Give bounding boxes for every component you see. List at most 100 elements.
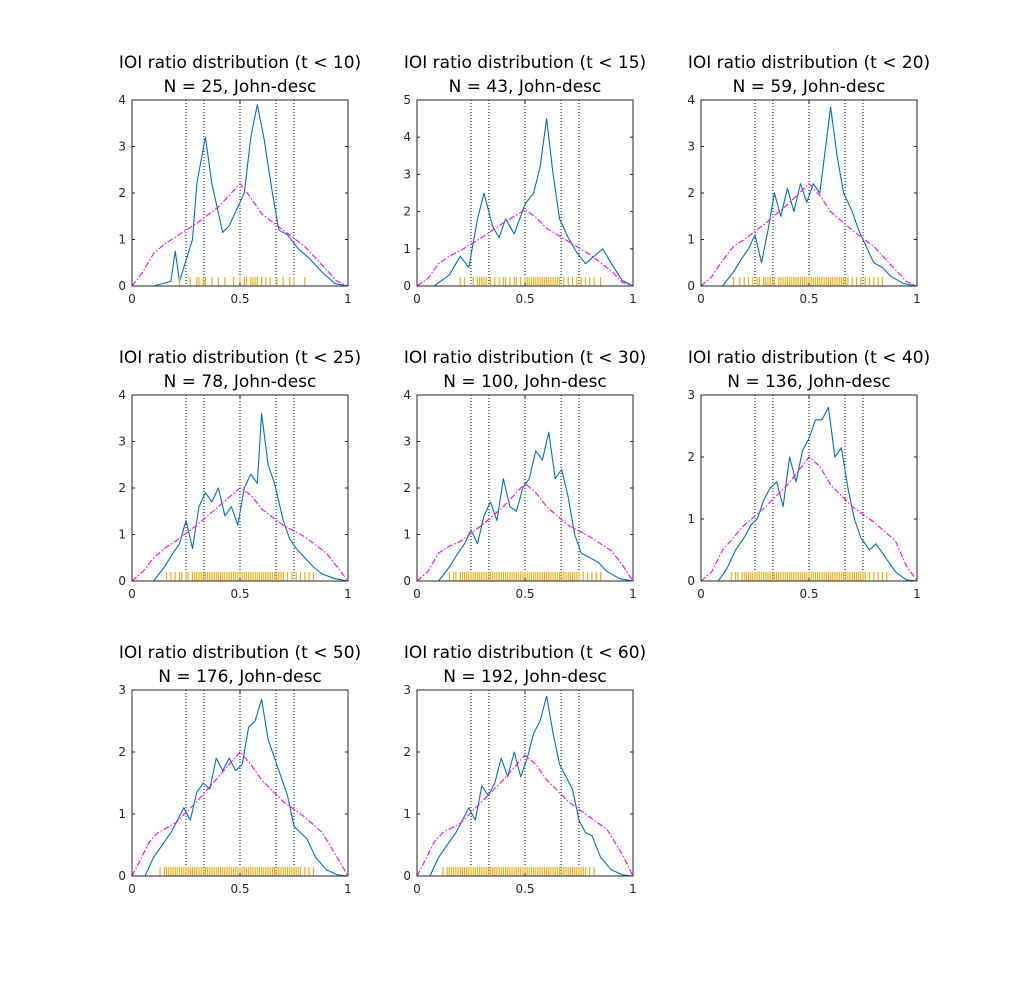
x-tick-label: 1 <box>344 587 352 601</box>
chart-title: IOI ratio distribution (t < 40) <box>688 348 930 368</box>
y-tick-label: 1 <box>403 528 411 542</box>
chart-title: IOI ratio distribution (t < 15) <box>404 53 646 73</box>
x-tick-label: 1 <box>629 292 637 306</box>
series-line-dashdot <box>700 456 918 582</box>
y-tick-label: 0 <box>118 574 126 588</box>
x-tick-label: 1 <box>344 882 352 896</box>
series-line-solid <box>132 413 349 582</box>
y-tick-label: 3 <box>118 683 126 697</box>
y-tick-label: 2 <box>687 186 695 200</box>
chart-subtitle: N = 59, John-desc <box>733 77 886 97</box>
chart-title: IOI ratio distribution (t < 60) <box>404 643 646 663</box>
y-tick-label: 5 <box>403 93 411 107</box>
series-line-dashdot <box>416 482 634 582</box>
y-tick-label: 1 <box>118 807 126 821</box>
y-tick-label: 0 <box>118 869 126 883</box>
x-tick-label: 0.5 <box>799 292 818 306</box>
x-tick-label: 0.5 <box>230 882 249 896</box>
y-tick-label: 3 <box>687 388 695 402</box>
y-tick-label: 2 <box>403 481 411 495</box>
chart-subtitle: N = 136, John-desc <box>727 372 891 392</box>
y-tick-label: 3 <box>403 683 411 697</box>
series-line-solid <box>701 106 918 287</box>
x-tick-label: 1 <box>629 882 637 896</box>
y-tick-label: 0 <box>403 869 411 883</box>
series-line-dashdot <box>700 183 918 287</box>
y-tick-label: 0 <box>403 574 411 588</box>
y-tick-label: 1 <box>118 528 126 542</box>
y-tick-label: 1 <box>687 233 695 247</box>
x-tick-label: 0 <box>697 292 705 306</box>
y-tick-label: 2 <box>403 205 411 219</box>
chart-title: IOI ratio distribution (t < 25) <box>119 348 361 368</box>
y-tick-label: 1 <box>687 512 695 526</box>
x-tick-label: 0 <box>413 587 421 601</box>
y-tick-label: 0 <box>687 279 695 293</box>
y-tick-label: 3 <box>687 140 695 154</box>
x-tick-label: 1 <box>913 587 921 601</box>
x-tick-label: 1 <box>344 292 352 306</box>
subplot-4: IOI ratio distribution (t < 25) N = 78, J… <box>118 348 361 601</box>
chart-title: IOI ratio distribution (t < 50) <box>119 643 361 663</box>
y-tick-label: 4 <box>403 388 411 402</box>
y-tick-label: 4 <box>687 93 695 107</box>
y-tick-label: 2 <box>403 745 411 759</box>
y-tick-label: 4 <box>118 93 126 107</box>
y-tick-label: 4 <box>403 130 411 144</box>
y-tick-label: 1 <box>403 807 411 821</box>
subplot-8: IOI ratio distribution (t < 60) N = 192, … <box>403 643 646 896</box>
series-line-solid <box>417 118 634 287</box>
y-tick-label: 2 <box>118 745 126 759</box>
x-tick-label: 0 <box>697 587 705 601</box>
x-tick-label: 0.5 <box>515 587 534 601</box>
chart-subtitle: N = 100, John-desc <box>443 372 607 392</box>
chart-subtitle: N = 192, John-desc <box>443 667 607 687</box>
chart-title: IOI ratio distribution (t < 20) <box>688 53 930 73</box>
x-tick-label: 1 <box>913 292 921 306</box>
x-tick-label: 0 <box>413 292 421 306</box>
y-tick-label: 0 <box>118 279 126 293</box>
series-line-dashdot <box>416 209 634 287</box>
chart-subtitle: N = 43, John-desc <box>449 77 602 97</box>
series-line-solid <box>132 104 349 287</box>
subplot-7: IOI ratio distribution (t < 50) N = 176, … <box>118 643 361 896</box>
series-line-dashdot <box>131 487 349 582</box>
series-line-solid <box>417 431 634 582</box>
chart-subtitle: N = 176, John-desc <box>158 667 322 687</box>
y-tick-label: 1 <box>118 233 126 247</box>
subplot-6: IOI ratio distribution (t < 40) N = 136, … <box>687 348 930 601</box>
x-tick-label: 0 <box>128 882 136 896</box>
subplot-5: IOI ratio distribution (t < 30) N = 100, … <box>403 348 646 601</box>
series-line-solid <box>701 406 918 582</box>
x-tick-label: 0 <box>128 292 136 306</box>
x-tick-label: 0.5 <box>230 587 249 601</box>
series-line-dashdot <box>416 754 634 877</box>
chart-subtitle: N = 25, John-desc <box>164 77 317 97</box>
y-tick-label: 3 <box>403 167 411 181</box>
y-tick-label: 0 <box>403 279 411 293</box>
y-tick-label: 3 <box>403 435 411 449</box>
y-tick-label: 0 <box>687 574 695 588</box>
chart-subtitle: N = 78, John-desc <box>164 372 317 392</box>
subplot-1: IOI ratio distribution (t < 10) N = 25, J… <box>118 53 361 306</box>
series-line-dashdot <box>131 751 349 877</box>
subplot-3: IOI ratio distribution (t < 20) N = 59, J… <box>687 53 930 306</box>
x-tick-label: 0.5 <box>799 587 818 601</box>
series-line-dashdot <box>131 183 349 287</box>
y-tick-label: 3 <box>118 140 126 154</box>
y-tick-label: 1 <box>403 242 411 256</box>
x-tick-label: 0.5 <box>230 292 249 306</box>
y-tick-label: 3 <box>118 435 126 449</box>
subplot-2: IOI ratio distribution (t < 15) N = 43, J… <box>403 53 646 306</box>
y-tick-label: 2 <box>118 186 126 200</box>
x-tick-label: 0.5 <box>515 292 534 306</box>
chart-title: IOI ratio distribution (t < 10) <box>119 53 361 73</box>
chart-title: IOI ratio distribution (t < 30) <box>404 348 646 368</box>
x-tick-label: 0.5 <box>515 882 534 896</box>
y-tick-label: 2 <box>687 450 695 464</box>
x-tick-label: 0 <box>128 587 136 601</box>
x-tick-label: 0 <box>413 882 421 896</box>
y-tick-label: 4 <box>118 388 126 402</box>
y-tick-label: 2 <box>118 481 126 495</box>
